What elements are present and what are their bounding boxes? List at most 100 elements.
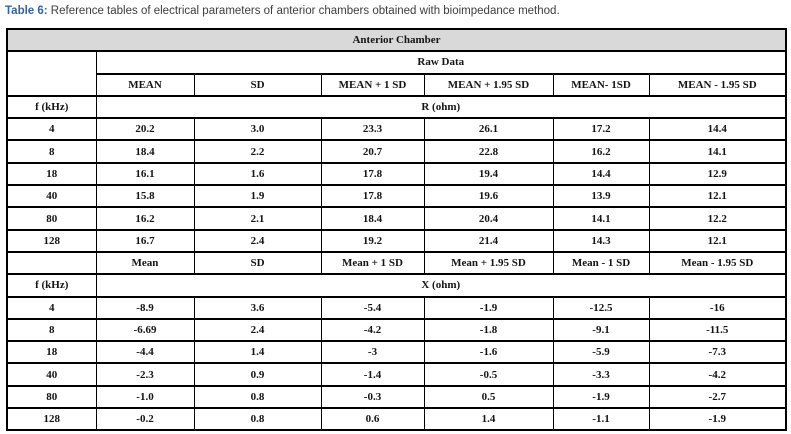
value-cell: 15.8 <box>95 184 195 209</box>
param-header-cell: X (ohm) <box>95 273 787 298</box>
data-row: 40 15.8 1.9 17.8 19.6 13.9 12.1 <box>6 184 787 209</box>
value-cell: 1.4 <box>423 407 554 432</box>
reference-table: Anterior Chamber Raw Data MEAN SD MEAN +… <box>6 27 788 432</box>
value-cell: 2.4 <box>193 317 322 343</box>
value-cell: -0.2 <box>95 407 195 432</box>
frequency-cell: 4 <box>6 295 97 320</box>
value-cell: 2.2 <box>193 139 322 164</box>
value-cell: 18.4 <box>95 139 195 164</box>
raw-data-cell: Raw Data <box>95 50 787 75</box>
data-row: 80 16.2 2.1 18.4 20.4 14.1 12.2 <box>6 206 787 231</box>
data-row: 18 -4.4 1.4 -3 -1.6 -5.9 -7.3 <box>6 340 787 365</box>
value-cell: 14.3 <box>552 228 650 253</box>
value-cell: 12.1 <box>648 184 787 209</box>
data-row: 18 16.1 1.6 17.8 19.4 14.4 12.9 <box>6 161 787 187</box>
value-cell: -11.5 <box>648 317 787 343</box>
frequency-cell: 18 <box>6 161 97 187</box>
value-cell: -3.3 <box>552 362 650 387</box>
value-cell: 22.8 <box>423 139 554 164</box>
value-cell: 2.4 <box>193 228 322 253</box>
value-cell: 14.1 <box>552 206 650 231</box>
value-cell: 14.1 <box>648 139 787 164</box>
column-header-cell: SD <box>193 72 322 97</box>
value-cell: 0.8 <box>193 407 322 432</box>
value-cell: -3 <box>320 340 425 365</box>
column-header-cell: SD <box>193 250 322 276</box>
column-header-row-r: MEAN SD MEAN + 1 SD MEAN + 1.95 SD MEAN-… <box>7 72 787 97</box>
value-cell: 1.6 <box>193 161 322 187</box>
value-cell: -1.9 <box>423 295 554 320</box>
value-cell: 16.2 <box>552 139 650 164</box>
data-row: 128 16.7 2.4 19.2 21.4 14.3 12.1 <box>6 228 787 253</box>
column-header-cell: MEAN - 1.95 SD <box>648 72 787 97</box>
value-cell: -5.9 <box>552 340 650 365</box>
value-cell: 17.8 <box>320 161 425 187</box>
column-header-cell: MEAN <box>95 72 195 97</box>
value-cell: 2.1 <box>193 206 322 231</box>
frequency-cell: 18 <box>6 340 97 365</box>
corner-empty-cell <box>6 50 97 97</box>
column-header-cell: MEAN- 1SD <box>552 72 650 97</box>
data-row: 8 -6.69 2.4 -4.2 -1.8 -9.1 -11.5 <box>6 317 787 343</box>
param-header-cell: R (ohm) <box>95 94 787 120</box>
value-cell: -0.3 <box>320 384 425 410</box>
value-cell: -7.3 <box>648 340 787 365</box>
value-cell: -5.4 <box>320 295 425 320</box>
value-cell: -0.5 <box>423 362 554 387</box>
value-cell: -2.3 <box>95 362 195 387</box>
value-cell: -1.8 <box>423 317 554 343</box>
value-cell: 17.8 <box>320 184 425 209</box>
value-cell: -6.69 <box>95 317 195 343</box>
table-caption-label: Table 6: <box>5 5 48 17</box>
value-cell: 0.5 <box>423 384 554 410</box>
r-section-body: 4 20.2 3.0 23.3 26.1 17.2 14.4 8 18.4 2.2 20.7 22.8… <box>6 117 787 253</box>
frequency-cell: 40 <box>6 362 97 387</box>
value-cell: -8.9 <box>95 295 195 320</box>
column-header-cell: Mean - 1 SD <box>552 250 650 276</box>
value-cell: 21.4 <box>423 228 554 253</box>
value-cell: 1.4 <box>193 340 322 365</box>
data-row: 4 -8.9 3.6 -5.4 -1.9 -12.5 -16 <box>6 295 787 320</box>
value-cell: -16 <box>648 295 787 320</box>
column-header-cell: Mean + 1.95 SD <box>423 250 554 276</box>
freq-header-cell: f (kHz) <box>6 273 97 298</box>
value-cell: 16.2 <box>95 206 195 231</box>
table-caption: Table 6: Reference tables of electrical … <box>0 0 791 18</box>
value-cell: 16.1 <box>95 161 195 187</box>
value-cell: -2.7 <box>648 384 787 410</box>
x-section-body: 4 -8.9 3.6 -5.4 -1.9 -12.5 -16 8 -6.69 2.4 -4.2 -1.… <box>6 295 787 432</box>
value-cell: -4.4 <box>95 340 195 365</box>
value-cell: 12.9 <box>648 161 787 187</box>
value-cell: -1.6 <box>423 340 554 365</box>
value-cell: -1.1 <box>552 407 650 432</box>
value-cell: 3.6 <box>193 295 322 320</box>
column-header-cell: MEAN + 1.95 SD <box>423 72 554 97</box>
data-row: 4 20.2 3.0 23.3 26.1 17.2 14.4 <box>6 117 787 142</box>
value-cell: -9.1 <box>552 317 650 343</box>
value-cell: 23.3 <box>320 117 425 142</box>
value-cell: 20.7 <box>320 139 425 164</box>
raw-data-row: Raw Data <box>6 50 787 97</box>
frequency-cell: 80 <box>6 206 97 231</box>
column-header-cell: Mean + 1 SD <box>320 250 425 276</box>
value-cell: 18.4 <box>320 206 425 231</box>
value-cell: 16.7 <box>95 228 195 253</box>
value-cell: 26.1 <box>423 117 554 142</box>
table-header-cell: Anterior Chamber <box>6 27 787 53</box>
data-row: 128 -0.2 0.8 0.6 1.4 -1.1 -1.9 <box>6 407 787 432</box>
value-cell: 20.2 <box>95 117 195 142</box>
table-caption-text: Reference tables of electrical parameter… <box>47 5 560 17</box>
value-cell: 19.2 <box>320 228 425 253</box>
column-header-row-x: Mean SD Mean + 1 SD Mean + 1.95 SD Mean … <box>6 250 787 276</box>
value-cell: -1.4 <box>320 362 425 387</box>
data-row: 8 18.4 2.2 20.7 22.8 16.2 14.1 <box>6 139 787 164</box>
param-header-row-x: f (kHz) X (ohm) <box>6 273 787 298</box>
data-row: 80 -1.0 0.8 -0.3 0.5 -1.9 -2.7 <box>6 384 787 410</box>
value-cell: -4.2 <box>320 317 425 343</box>
value-cell: -12.5 <box>552 295 650 320</box>
frequency-cell: 128 <box>6 228 97 253</box>
value-cell: 3.0 <box>193 117 322 142</box>
value-cell: 14.4 <box>648 117 787 142</box>
frequency-cell: 128 <box>6 407 97 432</box>
column-header-cell: MEAN + 1 SD <box>320 72 425 97</box>
